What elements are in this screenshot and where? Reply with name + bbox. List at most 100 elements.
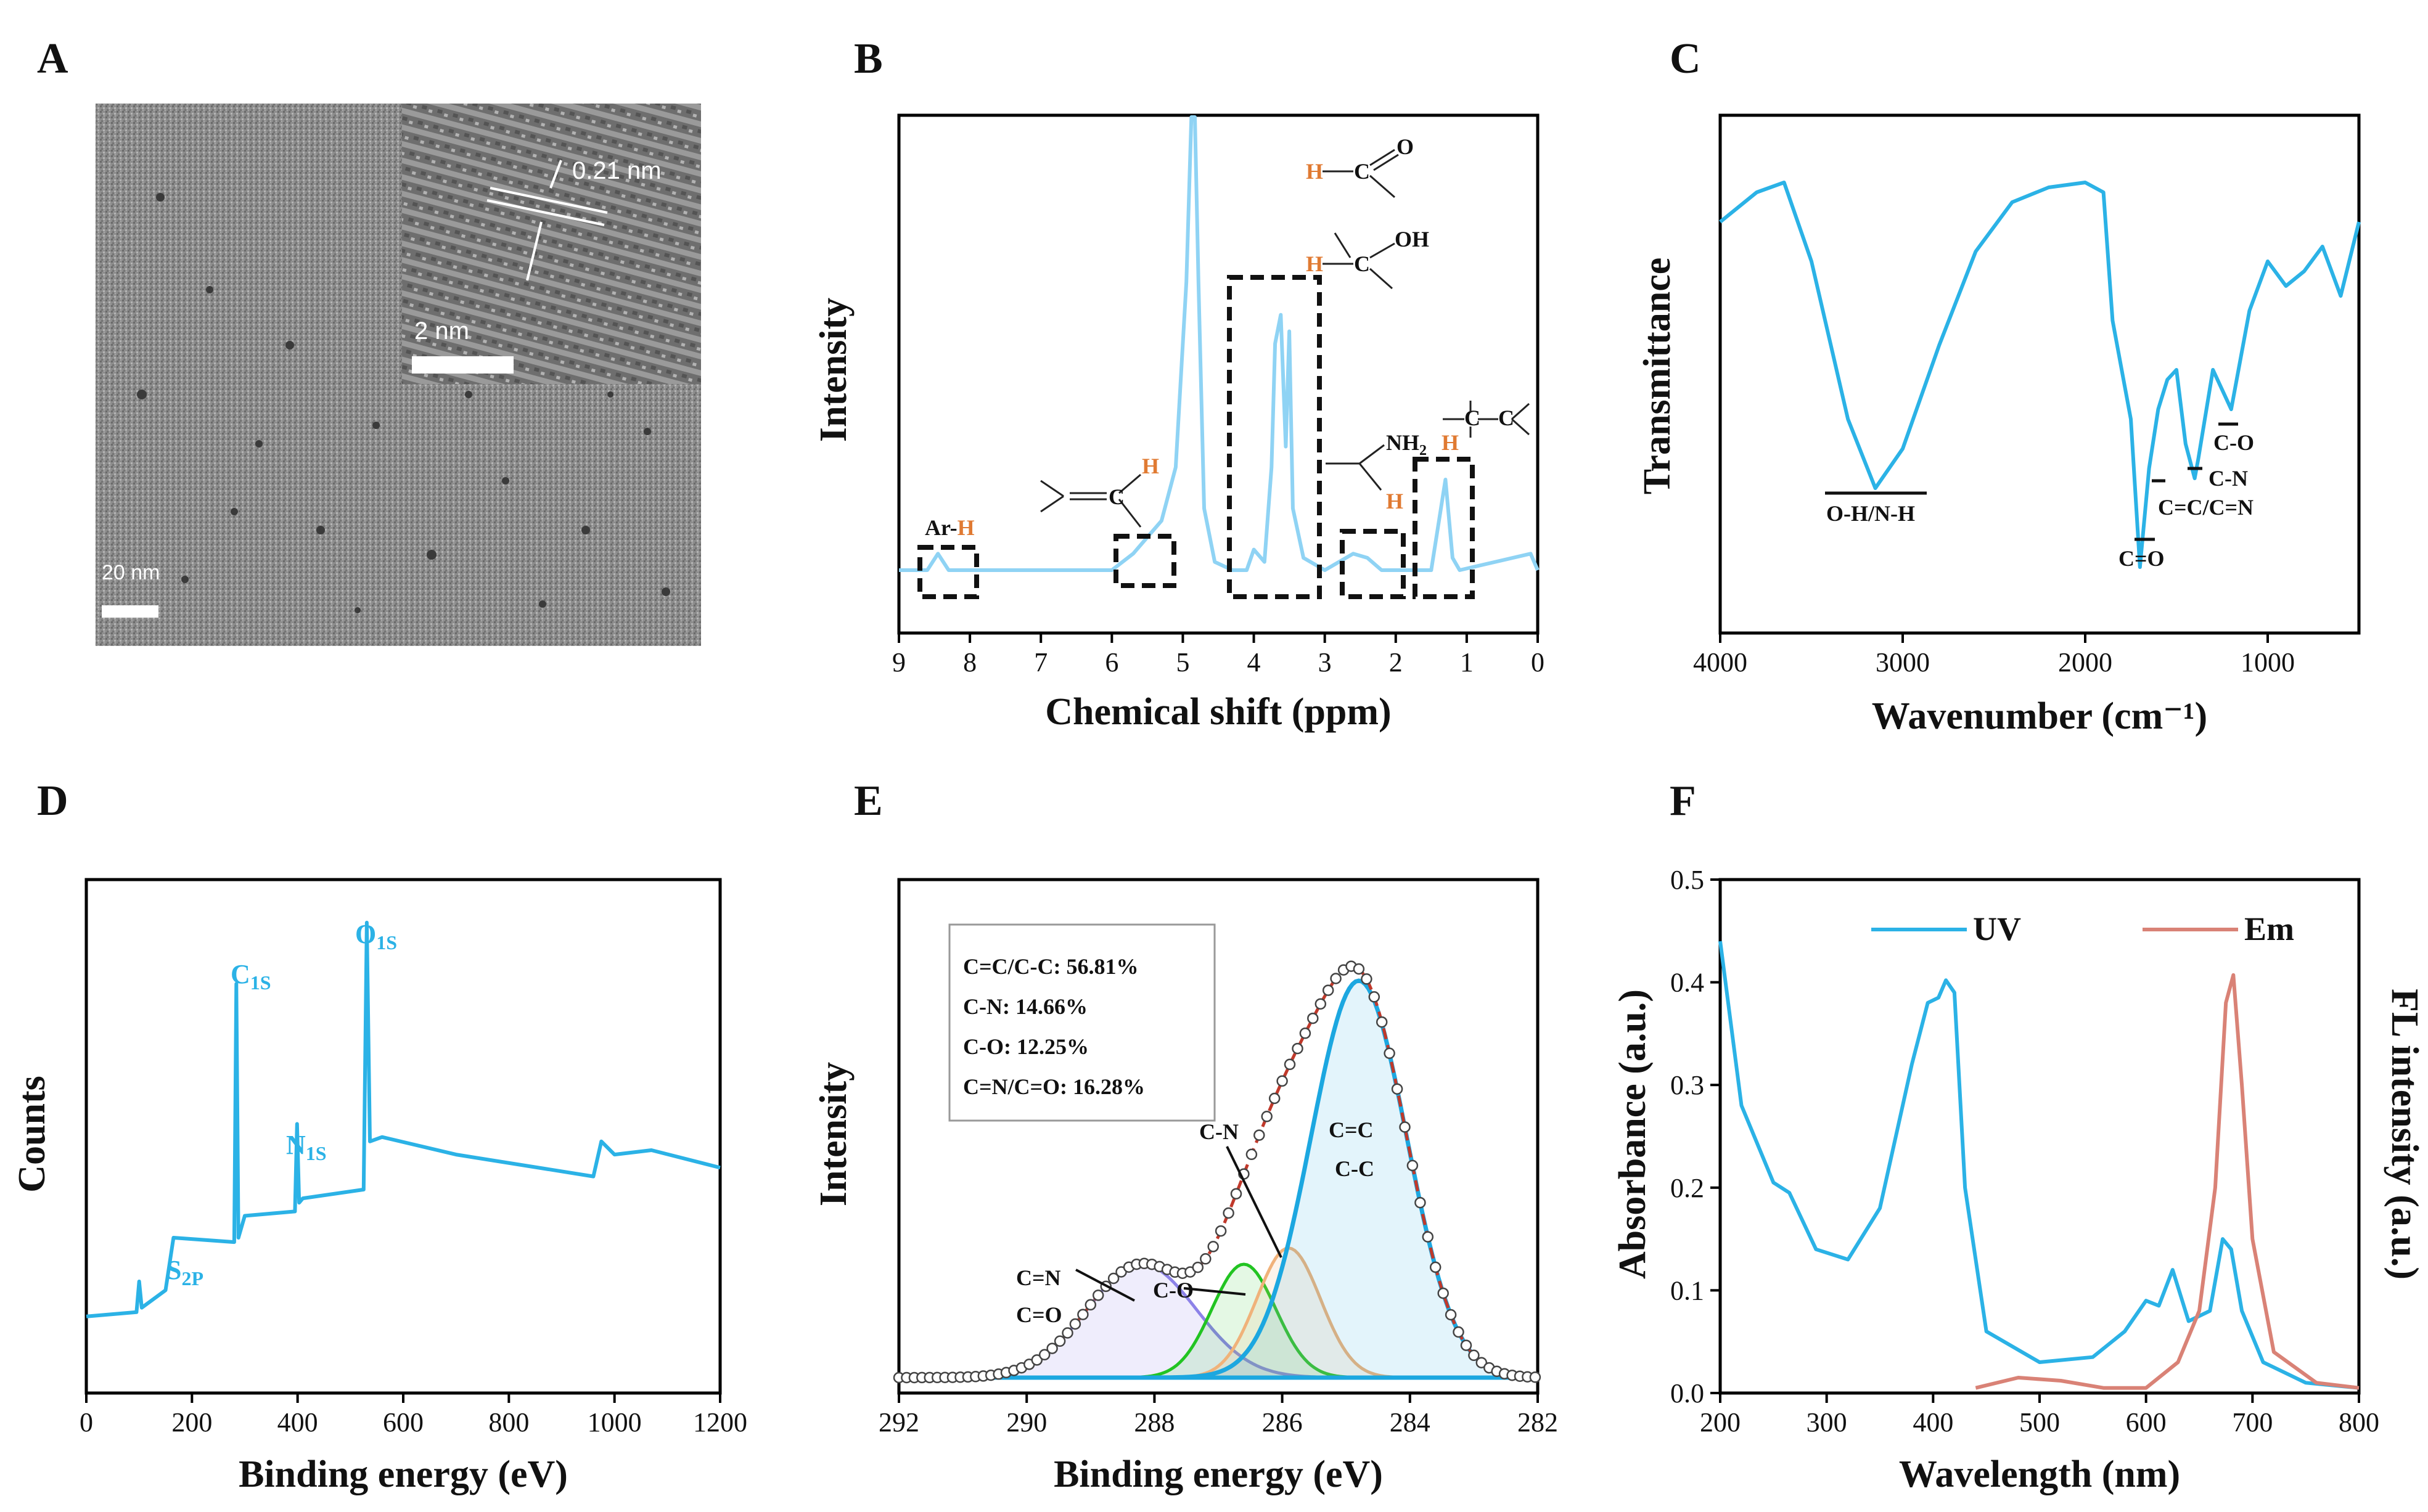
panel-d-letter: D — [37, 777, 68, 825]
ytick-label: 0.4 — [1670, 968, 1704, 998]
alcohol-c: C — [1354, 251, 1370, 276]
alcohol-h: H — [1306, 251, 1323, 276]
ch-oh-box — [1227, 275, 1322, 599]
data-point — [1429, 1261, 1442, 1273]
xtick-label: 3000 — [1876, 647, 1930, 677]
main-scale-label: 20 nm — [102, 561, 160, 584]
label-cno-2: C=O — [1016, 1302, 1062, 1327]
xtick-label: 290 — [1006, 1407, 1047, 1437]
arh-box — [917, 545, 979, 599]
data-point — [1077, 1309, 1089, 1320]
panel-b-letter: B — [854, 35, 883, 83]
amine-h: H — [1386, 489, 1403, 513]
data-point — [1307, 1012, 1319, 1024]
label-cc-2: C-C — [1335, 1156, 1374, 1181]
arrow-co — [1183, 1287, 1246, 1296]
emission-line — [1975, 973, 2360, 1390]
xps-survey-line — [86, 920, 721, 1318]
data-point — [1353, 963, 1365, 975]
xtick-label: 1200 — [693, 1407, 747, 1437]
panel-e-xticks: 292 290 288 286 284 282 — [879, 1393, 1558, 1437]
co-single-band-label: C-O — [2213, 430, 2254, 455]
tem-dots — [137, 193, 670, 613]
xtick-label: 9 — [892, 647, 906, 677]
panel-e-xlabel: Binding energy (eV) — [1054, 1453, 1383, 1495]
composition-cno: C=N/C=O: 16.28% — [963, 1074, 1145, 1099]
data-point — [1330, 973, 1342, 984]
xtick-label: 800 — [488, 1407, 529, 1437]
data-point — [1529, 1371, 1541, 1383]
xtick-label: 300 — [1807, 1407, 1847, 1437]
composition-box — [948, 923, 1216, 1122]
data-point — [1069, 1318, 1081, 1330]
xtick-label: 600 — [2126, 1407, 2167, 1437]
xtick-label: 292 — [879, 1407, 919, 1437]
label-cn: C-N — [1199, 1119, 1239, 1144]
xtick-label: 8 — [963, 647, 977, 677]
composition-cc: C=C/C-C: 56.81% — [963, 954, 1138, 979]
panel-d-ylabel: Counts — [11, 1076, 53, 1193]
nmr-spectrum-line — [899, 115, 1540, 572]
xtick-label: 400 — [1913, 1407, 1953, 1437]
ccn-band-label: C=C/C=N — [2158, 495, 2254, 520]
panel-c-xticks: 4000 3000 2000 1000 — [1693, 633, 2295, 677]
amine-nh: NH2 — [1386, 430, 1427, 459]
alkyl-h: H — [1442, 430, 1459, 455]
data-point — [1284, 1058, 1296, 1071]
arrow-cn — [1226, 1146, 1282, 1258]
xtick-label: 2 — [1389, 647, 1403, 677]
label-cno-1: C=N — [1016, 1265, 1061, 1290]
xtick-label: 282 — [1517, 1407, 1558, 1437]
panel-a-letter: A — [37, 35, 68, 83]
inset-scale-bar — [412, 356, 514, 374]
data-point — [1299, 1028, 1311, 1039]
cn-band-label: C-N — [2209, 466, 2248, 491]
xtick-label: 4000 — [1693, 647, 1747, 677]
xtick-label: 200 — [171, 1407, 212, 1437]
panel-c-xlabel: Wavenumber (cm⁻¹) — [1872, 695, 2207, 737]
alkyl-c2: C — [1498, 406, 1514, 430]
data-point — [1200, 1253, 1212, 1265]
data-point — [1422, 1231, 1434, 1243]
data-point — [1054, 1335, 1066, 1347]
panel-f-ylabel-right: FL intensity (a.u.) — [2384, 989, 2426, 1280]
xtick-label: 0 — [80, 1407, 93, 1437]
ytick-label: 0.5 — [1670, 865, 1704, 895]
lattice-line-1 — [490, 187, 608, 214]
data-point — [1038, 1349, 1051, 1361]
data-point — [1107, 1272, 1120, 1285]
amine-structure: NH2 H — [1326, 430, 1427, 513]
ytick-label: 0.3 — [1670, 1070, 1704, 1100]
panel-d-xlabel: Binding energy (eV) — [239, 1453, 568, 1495]
panel-e-letter: E — [854, 777, 883, 825]
data-point — [1468, 1349, 1480, 1362]
composition-cn: C-N: 14.66% — [963, 994, 1088, 1019]
xtick-label: 500 — [2019, 1407, 2060, 1437]
data-point — [1062, 1327, 1073, 1339]
panel-b-ylabel: Intensity — [813, 298, 855, 442]
ytick-label: 0.2 — [1670, 1173, 1704, 1203]
data-point — [1276, 1075, 1288, 1087]
data-point — [1445, 1309, 1457, 1321]
panel-b-xticks: 9 8 7 6 5 4 3 2 1 0 — [892, 633, 1544, 677]
data-point — [1453, 1326, 1464, 1338]
ch-nh2-box — [1340, 529, 1406, 599]
panel-f-ticks: 200 300 400 500 600 700 800 0.0 0.1 0.2 0.3 0.4 0.5 — [1670, 865, 2379, 1437]
lattice-spacing-label: 0.21 nm — [572, 157, 662, 184]
panel-b: B 9 8 7 6 5 4 3 2 1 0 Chemical shift (ppm) Intens… — [813, 35, 1544, 733]
panel-c-frame — [1718, 113, 2361, 635]
data-point — [1368, 991, 1380, 1003]
data-point — [1092, 1289, 1104, 1301]
peak-n1s: N1S — [286, 1130, 327, 1164]
data-point — [1314, 998, 1327, 1010]
xtick-label: 200 — [1700, 1407, 1741, 1437]
arrow-cno — [1075, 1269, 1135, 1302]
ytick-label: 0.0 — [1670, 1378, 1704, 1408]
data-point — [1215, 1225, 1227, 1237]
xtick-label: 6 — [1105, 647, 1118, 677]
xtick-label: 288 — [1134, 1407, 1175, 1437]
xtick-label: 800 — [2339, 1407, 2379, 1437]
data-point — [1253, 1129, 1265, 1141]
panel-f-frame — [1718, 878, 2361, 1395]
